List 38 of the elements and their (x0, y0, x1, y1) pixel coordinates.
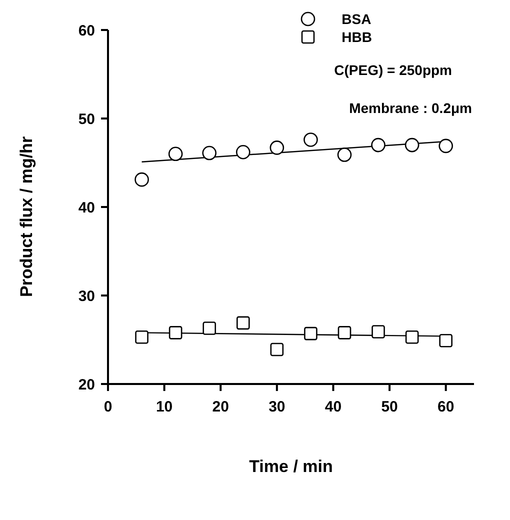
point (236, 316, 250, 330)
point (135, 330, 148, 344)
point (168, 146, 183, 162)
point (304, 132, 318, 147)
point (304, 326, 318, 340)
y-axis-title: Product flux / mg/hr (17, 136, 36, 297)
x-tick-label: 40 (324, 398, 342, 416)
point (371, 138, 386, 152)
point (168, 326, 182, 340)
point (372, 325, 385, 338)
point (439, 334, 452, 348)
point (337, 148, 352, 162)
point (405, 330, 419, 344)
x-tick-label: 30 (268, 398, 286, 416)
y-tick-label: 60 (78, 22, 95, 40)
x-tick-label: 10 (156, 398, 173, 416)
legend-label: BSA (342, 10, 372, 28)
x-tick-label: 50 (381, 398, 398, 416)
point (338, 326, 352, 340)
y-tick-label: 50 (78, 110, 95, 128)
y-tick-label: 30 (78, 288, 95, 305)
annotation: Membrane : 0.2μm (349, 100, 472, 116)
annotation: C(PEG) = 250ppm (334, 62, 452, 78)
y-tick-label: 20 (78, 376, 95, 394)
point (270, 342, 284, 356)
y-tick-label: 40 (78, 199, 95, 216)
point (438, 138, 453, 154)
x-tick-label: 0 (104, 398, 112, 416)
point (236, 144, 250, 160)
point (270, 140, 284, 155)
point (202, 146, 217, 160)
x-tick-label: 20 (212, 398, 229, 416)
point (134, 172, 149, 187)
point (404, 138, 420, 152)
x-axis-title: Time / min (249, 457, 333, 476)
legend-label: HBB (342, 28, 372, 46)
x-tick-label: 60 (438, 398, 454, 416)
point (202, 322, 216, 335)
